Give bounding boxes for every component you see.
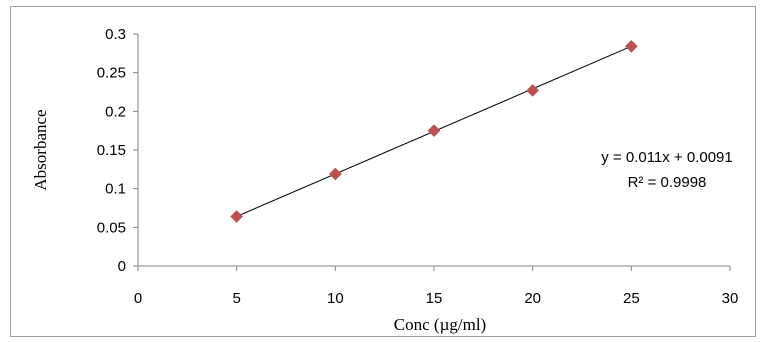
x-tick-label: 0 [134,290,142,307]
trendline-equation: y = 0.011x + 0.0091 [601,149,733,166]
y-tick-label: 0.3 [105,26,126,43]
data-point [230,210,244,223]
y-tick-label: 0.25 [97,65,126,82]
data-point [328,167,342,181]
y-tick-label: 0.15 [97,142,126,159]
data-point [624,40,638,53]
data-point [526,84,540,97]
data-points-layer [230,40,638,223]
r-squared-label: R² = 0.9998 [628,174,707,191]
y-tick-label: 0.2 [105,103,126,120]
data-point [427,124,441,138]
x-tick-label: 5 [232,290,240,307]
y-tick-label: 0 [118,258,126,275]
x-axis-title: Conc (µg/ml) [394,315,486,334]
y-tick-label: 0.05 [97,219,126,236]
x-tick-label: 15 [426,290,443,307]
axes-layer: 0 0.05 0.1 0.15 0.2 0.25 0.3 0 5 10 15 20 25 30 [97,26,739,307]
chart-border [10,6,756,337]
x-tick-label: 20 [524,290,541,307]
y-tick-label: 0.1 [105,181,126,198]
x-tick-label: 10 [327,290,344,307]
x-tick-label: 30 [722,290,739,307]
x-tick-label: 25 [623,290,640,307]
y-axis-title: Absorbance [31,109,50,190]
